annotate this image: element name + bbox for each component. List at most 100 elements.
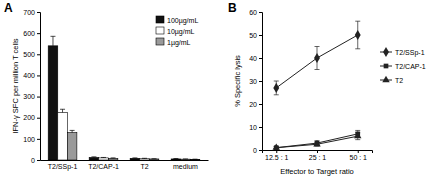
- y-tick-label: 0: [253, 147, 257, 154]
- y-tick-mark: [37, 97, 40, 98]
- x-axis: 12.5 : 125 : 150 : 1: [263, 150, 373, 161]
- legend-marker: [383, 47, 389, 57]
- bar: [108, 158, 118, 160]
- y-tick-label: 50: [249, 32, 257, 39]
- error-bar-stem: [62, 109, 63, 112]
- y-tick: 0: [253, 147, 262, 154]
- x-tick-label: T2: [140, 163, 148, 170]
- error-bar-cap: [70, 130, 75, 131]
- error-bar-cap: [355, 130, 360, 131]
- error-bar-cap: [173, 158, 178, 159]
- y-tick-label: 600: [23, 30, 35, 37]
- y-tick-mark: [259, 35, 262, 36]
- error-bar: [101, 157, 106, 158]
- error-bar-cap: [274, 94, 279, 95]
- bar: [149, 159, 159, 160]
- legend-marker: [384, 64, 389, 69]
- error-bar: [70, 130, 75, 132]
- y-tick: 0: [31, 157, 40, 164]
- chart-0: A0100200300400500600700IFN-γ SFC per mil…: [4, 1, 209, 171]
- error-bar: [50, 36, 55, 46]
- error-bar: [91, 156, 96, 158]
- bar: [48, 46, 58, 160]
- x-tick-label: 50 : 1: [349, 154, 367, 161]
- y-axis-line: [37, 13, 41, 161]
- error-bar: [132, 157, 137, 158]
- y-tick-label: 30: [249, 78, 257, 85]
- y-tick-label: 700: [23, 9, 35, 16]
- bar: [181, 159, 191, 160]
- bar: [171, 159, 181, 160]
- marker: [314, 53, 320, 63]
- error-bar: [142, 158, 147, 159]
- x-tick-label: 25 : 1: [309, 154, 327, 161]
- chart-1: B0102030405060% Specific lysis12.5 : 125…: [228, 1, 426, 176]
- legend-swatch: [156, 27, 164, 34]
- marker: [355, 30, 361, 40]
- x-tick: 25 : 1: [309, 150, 327, 161]
- legend-label: 10µg/mL: [167, 28, 194, 36]
- y-tick-mark: [259, 104, 262, 105]
- y-axis-title: IFN-γ SFC per million T cells: [11, 38, 20, 133]
- y-axis: 0102030405060: [249, 9, 262, 154]
- y-tick-mark: [37, 12, 40, 13]
- y-tick-mark: [37, 33, 40, 34]
- error-bar-cap: [111, 157, 116, 158]
- panel-title: A: [4, 1, 13, 15]
- x-tick-label: medium: [173, 163, 198, 170]
- bar: [99, 158, 109, 160]
- error-bar-cap: [50, 36, 55, 37]
- x-axis-line: [263, 151, 373, 154]
- bar: [190, 159, 200, 160]
- error-bar: [193, 159, 198, 160]
- y-tick: 40: [249, 55, 262, 62]
- x-tick-mark: [276, 150, 277, 153]
- y-tick: 20: [249, 101, 262, 108]
- x-tick: 50 : 1: [349, 150, 367, 161]
- legend: 100µg/mL 10µg/mL 1µg/mL: [156, 16, 198, 47]
- legend-swatch: [156, 38, 164, 45]
- error-bar-cap: [142, 158, 147, 159]
- y-tick: 10: [249, 124, 262, 131]
- x-tick-mark: [358, 150, 359, 153]
- legend-label: T2/CAP-1: [395, 63, 426, 70]
- error-bar-cap: [274, 81, 279, 82]
- x-tick: T2/SSp-1: [48, 160, 78, 171]
- y-tick-mark: [259, 58, 262, 59]
- y-tick-mark: [37, 139, 40, 140]
- marker: [313, 140, 320, 146]
- error-bar: [315, 47, 320, 70]
- y-tick: 50: [249, 32, 262, 39]
- error-bar-cap: [315, 46, 320, 47]
- error-bar-cap: [355, 21, 360, 22]
- error-bar-cap: [183, 158, 188, 159]
- error-bar: [274, 81, 279, 95]
- y-tick: 400: [23, 72, 40, 79]
- legend: T2/SSp-1T2/CAP-1T2: [380, 47, 426, 84]
- x-axis-title: Effector to Target ratio: [280, 167, 354, 176]
- y-tick: 300: [23, 93, 40, 100]
- x-tick-label: T2/CAP-1: [88, 163, 119, 170]
- y-tick-mark: [37, 75, 40, 76]
- error-bar: [152, 158, 157, 159]
- plot-area: [273, 21, 362, 150]
- legend-label: 1µg/mL: [167, 39, 191, 47]
- legend-label: 100µg/mL: [167, 17, 198, 25]
- y-tick: 100: [23, 136, 40, 143]
- y-tick: 30: [249, 78, 262, 85]
- error-bar-cap: [355, 48, 360, 49]
- legend-swatch: [156, 16, 164, 23]
- y-tick-label: 20: [249, 101, 257, 108]
- y-tick: 600: [23, 30, 40, 37]
- figure: A0100200300400500600700IFN-γ SFC per mil…: [0, 0, 440, 185]
- y-tick-mark: [37, 160, 40, 161]
- y-tick-mark: [259, 127, 262, 128]
- y-tick-label: 300: [23, 93, 35, 100]
- bar: [89, 157, 99, 160]
- x-tick: medium: [173, 160, 198, 170]
- y-tick-label: 400: [23, 72, 35, 79]
- y-tick: 200: [23, 114, 40, 121]
- series-line: [276, 136, 357, 148]
- y-tick-mark: [259, 150, 262, 151]
- error-bar-cap: [152, 158, 157, 159]
